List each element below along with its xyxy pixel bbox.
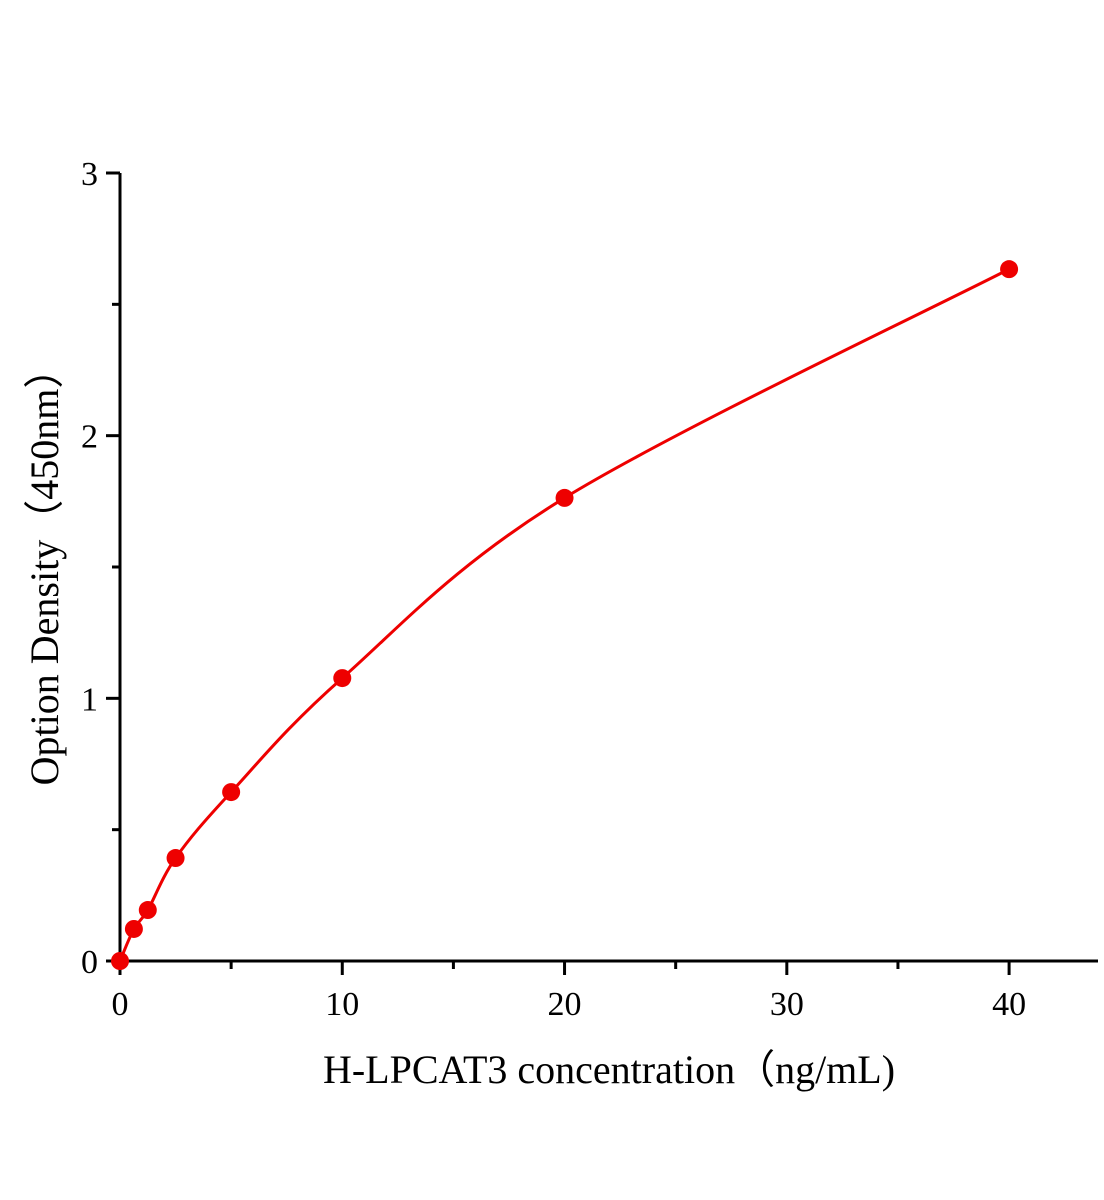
y-tick-labels: 0 1 2 3: [81, 156, 98, 981]
x-axis-label: H-LPCAT3 concentration（ng/mL): [323, 1047, 895, 1092]
y-tick-label: 2: [81, 419, 98, 456]
y-tick-label: 0: [81, 944, 98, 981]
data-point: [333, 669, 352, 688]
x-tick-labels: 0 10 20 30 40: [112, 986, 1027, 1023]
data-point: [555, 488, 574, 507]
axes: [106, 171, 1098, 975]
data-point: [124, 919, 143, 938]
data-point: [138, 901, 157, 920]
data-point: [111, 952, 129, 970]
x-tick-label: 20: [548, 986, 582, 1023]
data-point: [1000, 260, 1019, 279]
data-point: [166, 849, 185, 868]
x-tick-label: 10: [325, 986, 359, 1023]
y-tick-label: 3: [81, 156, 98, 193]
y-tick-label: 1: [81, 681, 98, 718]
y-axis-label: Option Density（450nm）: [22, 349, 67, 786]
data-point: [222, 783, 241, 802]
x-tick-label: 0: [112, 986, 129, 1023]
x-tick-label: 40: [992, 986, 1026, 1023]
data-points: [111, 260, 1019, 970]
fitted-curve: [118, 267, 1010, 962]
x-tick-label: 30: [770, 986, 804, 1023]
